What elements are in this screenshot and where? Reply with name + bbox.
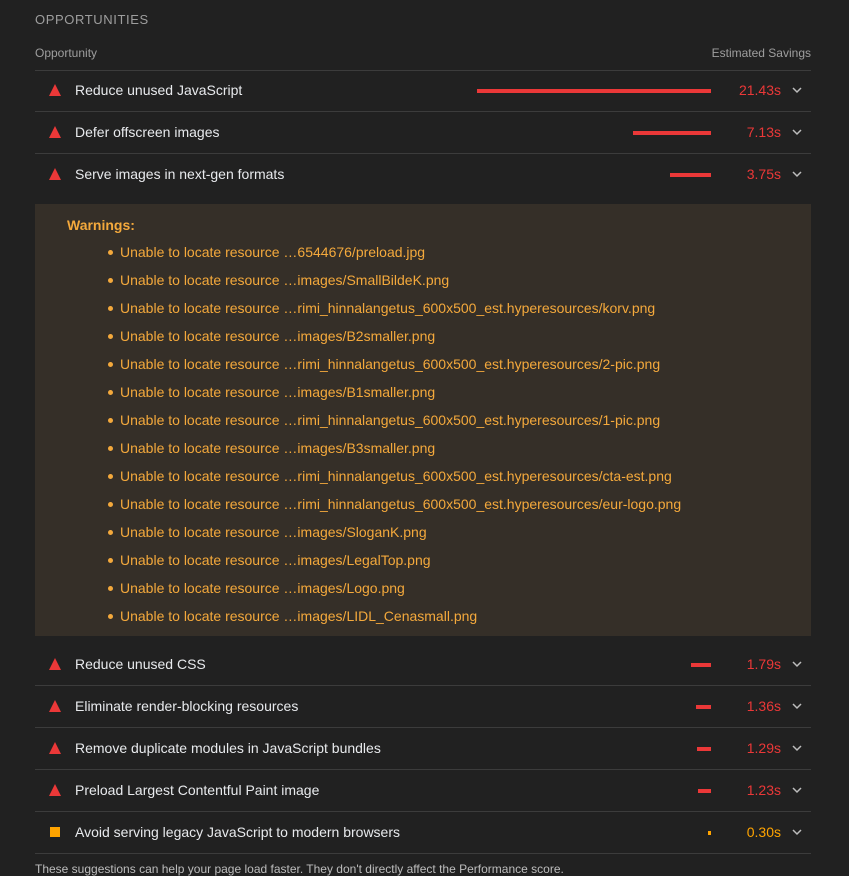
savings-value: 1.36s xyxy=(746,698,781,714)
red-triangle-icon xyxy=(49,700,61,712)
warning-item: Unable to locate resource …images/Slogan… xyxy=(107,520,681,548)
chevron-down-icon[interactable] xyxy=(791,126,803,138)
audit-row[interactable]: Serve images in next-gen formats 3.75s xyxy=(35,154,811,195)
savings-value: 1.23s xyxy=(746,782,781,798)
audit-title: Reduce unused JavaScript xyxy=(75,82,243,98)
warning-item: Unable to locate resource …images/LegalT… xyxy=(107,548,681,576)
warning-item: Unable to locate resource …rimi_hinnalan… xyxy=(107,464,681,492)
red-triangle-icon xyxy=(49,658,61,670)
audit-title: Remove duplicate modules in JavaScript b… xyxy=(75,740,381,756)
audit-row[interactable]: Defer offscreen images 7.13s xyxy=(35,112,811,154)
red-triangle-icon xyxy=(49,742,61,754)
audit-title: Avoid serving legacy JavaScript to moder… xyxy=(75,824,401,840)
chevron-down-icon[interactable] xyxy=(791,658,803,670)
savings-value: 7.13s xyxy=(746,124,781,140)
warning-item: Unable to locate resource …images/Logo.p… xyxy=(107,576,681,604)
section-title: OPPORTUNITIES xyxy=(35,12,149,27)
chevron-down-icon[interactable] xyxy=(791,742,803,754)
audit-title: Serve images in next-gen formats xyxy=(75,166,285,182)
orange-square-icon xyxy=(50,827,60,837)
warning-item: Unable to locate resource …images/SmallB… xyxy=(107,268,681,296)
savings-bar xyxy=(696,705,711,709)
audit-row[interactable]: Eliminate render-blocking resources 1.36s xyxy=(35,686,811,728)
audit-title: Preload Largest Contentful Paint image xyxy=(75,782,320,798)
savings-bar xyxy=(477,89,711,93)
chevron-down-icon[interactable] xyxy=(791,826,803,838)
warning-item: Unable to locate resource …images/B1smal… xyxy=(107,380,681,408)
warning-item: Unable to locate resource …images/B2smal… xyxy=(107,324,681,352)
warnings-title: Warnings: xyxy=(67,217,135,233)
savings-value: 21.43s xyxy=(738,82,781,98)
savings-bar xyxy=(633,131,711,135)
chevron-down-icon[interactable] xyxy=(791,700,803,712)
warning-item: Unable to locate resource …rimi_hinnalan… xyxy=(107,408,681,436)
audit-title: Defer offscreen images xyxy=(75,124,220,140)
warning-item: Unable to locate resource …rimi_hinnalan… xyxy=(107,352,681,380)
savings-bar xyxy=(697,747,711,751)
savings-value: 1.79s xyxy=(746,656,781,672)
savings-column-header: Estimated Savings xyxy=(711,46,811,60)
warning-item: Unable to locate resource …rimi_hinnalan… xyxy=(107,492,681,520)
savings-bar xyxy=(691,663,711,667)
warning-item: Unable to locate resource …images/LIDL_C… xyxy=(107,604,681,632)
warning-item: Unable to locate resource …6544676/prelo… xyxy=(107,240,681,268)
audit-row[interactable]: Remove duplicate modules in JavaScript b… xyxy=(35,728,811,770)
savings-value: 1.29s xyxy=(746,740,781,756)
red-triangle-icon xyxy=(49,168,61,180)
warning-item: Unable to locate resource …images/B3smal… xyxy=(107,436,681,464)
savings-bar xyxy=(670,173,711,177)
warning-item: Unable to locate resource …rimi_hinnalan… xyxy=(107,296,681,324)
audit-row[interactable]: Preload Largest Contentful Paint image 1.… xyxy=(35,770,811,812)
red-triangle-icon xyxy=(49,84,61,96)
savings-value: 3.75s xyxy=(746,166,781,182)
audit-title: Reduce unused CSS xyxy=(75,656,206,672)
savings-value: 0.30s xyxy=(746,824,781,840)
audit-row[interactable]: Reduce unused JavaScript 21.43s xyxy=(35,70,811,112)
warnings-list: Unable to locate resource …6544676/prelo… xyxy=(107,240,681,632)
red-triangle-icon xyxy=(49,784,61,796)
chevron-down-icon[interactable] xyxy=(791,784,803,796)
warnings-panel: Warnings: Unable to locate resource …654… xyxy=(35,204,811,636)
savings-bar xyxy=(708,831,711,835)
savings-bar xyxy=(698,789,711,793)
chevron-down-icon[interactable] xyxy=(791,168,803,180)
chevron-down-icon[interactable] xyxy=(791,84,803,96)
audit-title: Eliminate render-blocking resources xyxy=(75,698,299,714)
red-triangle-icon xyxy=(49,126,61,138)
audit-row[interactable]: Reduce unused CSS 1.79s xyxy=(35,644,811,686)
table-header: Opportunity Estimated Savings xyxy=(35,46,811,71)
footer-text: These suggestions can help your page loa… xyxy=(35,862,564,876)
opportunity-column-header: Opportunity xyxy=(35,46,98,60)
audit-row[interactable]: Avoid serving legacy JavaScript to moder… xyxy=(35,812,811,854)
